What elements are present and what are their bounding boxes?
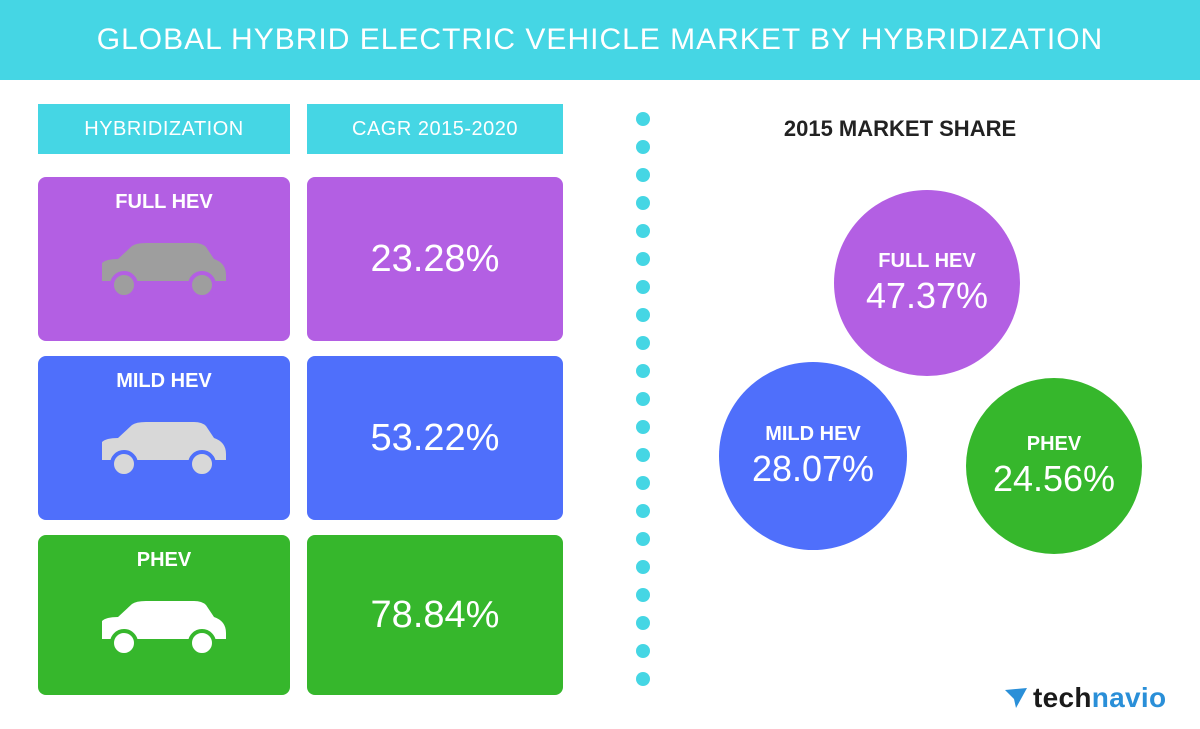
- bubble-label: PHEV: [1026, 432, 1082, 455]
- bubble-value: 24.56%: [992, 457, 1116, 499]
- divider-dot: [636, 532, 650, 546]
- row-mild-hev-cagr-cell: 53.22%: [307, 356, 563, 520]
- dotted-divider: [634, 112, 654, 712]
- divider-dot: [636, 112, 650, 126]
- bubble-label: FULL HEV: [878, 249, 976, 272]
- divider-dot: [636, 280, 650, 294]
- divider-dot: [636, 644, 650, 658]
- bubble-value: 47.37%: [865, 274, 989, 316]
- divider-dot: [636, 252, 650, 266]
- row-phev-label-cell: PHEV: [38, 535, 290, 695]
- technavio-logo: technavio: [1003, 680, 1166, 716]
- market-share-title: 2015 MARKET SHARE: [783, 116, 1017, 141]
- divider-dot: [636, 672, 650, 686]
- row-label: MILD HEV: [116, 370, 212, 392]
- row-full-hev-label-cell: FULL HEV: [38, 177, 290, 341]
- divider-dot: [636, 476, 650, 490]
- car-icon: [102, 601, 226, 657]
- divider-dot: [636, 140, 650, 154]
- divider-dot: [636, 420, 650, 434]
- car-icon: [102, 422, 226, 478]
- divider-dot: [636, 196, 650, 210]
- bubble-full-hev: FULL HEV 47.37%: [834, 190, 1020, 376]
- row-phev-cagr-cell: 78.84%: [307, 535, 563, 695]
- divider-dot: [636, 364, 650, 378]
- divider-dot: [636, 588, 650, 602]
- bubble-label: MILD HEV: [765, 422, 861, 445]
- cagr-value: 53.22%: [370, 416, 500, 459]
- row-mild-hev-label-cell: MILD HEV: [38, 356, 290, 520]
- divider-dot: [636, 616, 650, 630]
- divider-dot: [636, 336, 650, 350]
- divider-dot: [636, 560, 650, 574]
- bubble-phev: PHEV 24.56%: [966, 378, 1142, 554]
- page-title: GLOBAL HYBRID ELECTRIC VEHICLE MARKET BY…: [0, 0, 1200, 80]
- column-header-hybridization: HYBRIDIZATION: [38, 104, 290, 154]
- row-full-hev-cagr-cell: 23.28%: [307, 177, 563, 341]
- divider-dot: [636, 392, 650, 406]
- divider-dot: [636, 224, 650, 238]
- logo-arrow-icon: [1005, 688, 1027, 708]
- car-icon: [102, 243, 226, 299]
- column-header-cagr: CAGR 2015-2020: [307, 104, 563, 154]
- bubble-mild-hev: MILD HEV 28.07%: [719, 362, 907, 550]
- divider-dot: [636, 168, 650, 182]
- row-label: PHEV: [136, 549, 192, 571]
- row-label: FULL HEV: [115, 191, 213, 213]
- cagr-value: 78.84%: [370, 593, 500, 636]
- bubble-value: 28.07%: [751, 447, 875, 489]
- divider-dot: [636, 504, 650, 518]
- logo-text: technavio: [1033, 682, 1167, 713]
- divider-dot: [636, 448, 650, 462]
- divider-dot: [636, 308, 650, 322]
- cagr-value: 23.28%: [370, 237, 500, 280]
